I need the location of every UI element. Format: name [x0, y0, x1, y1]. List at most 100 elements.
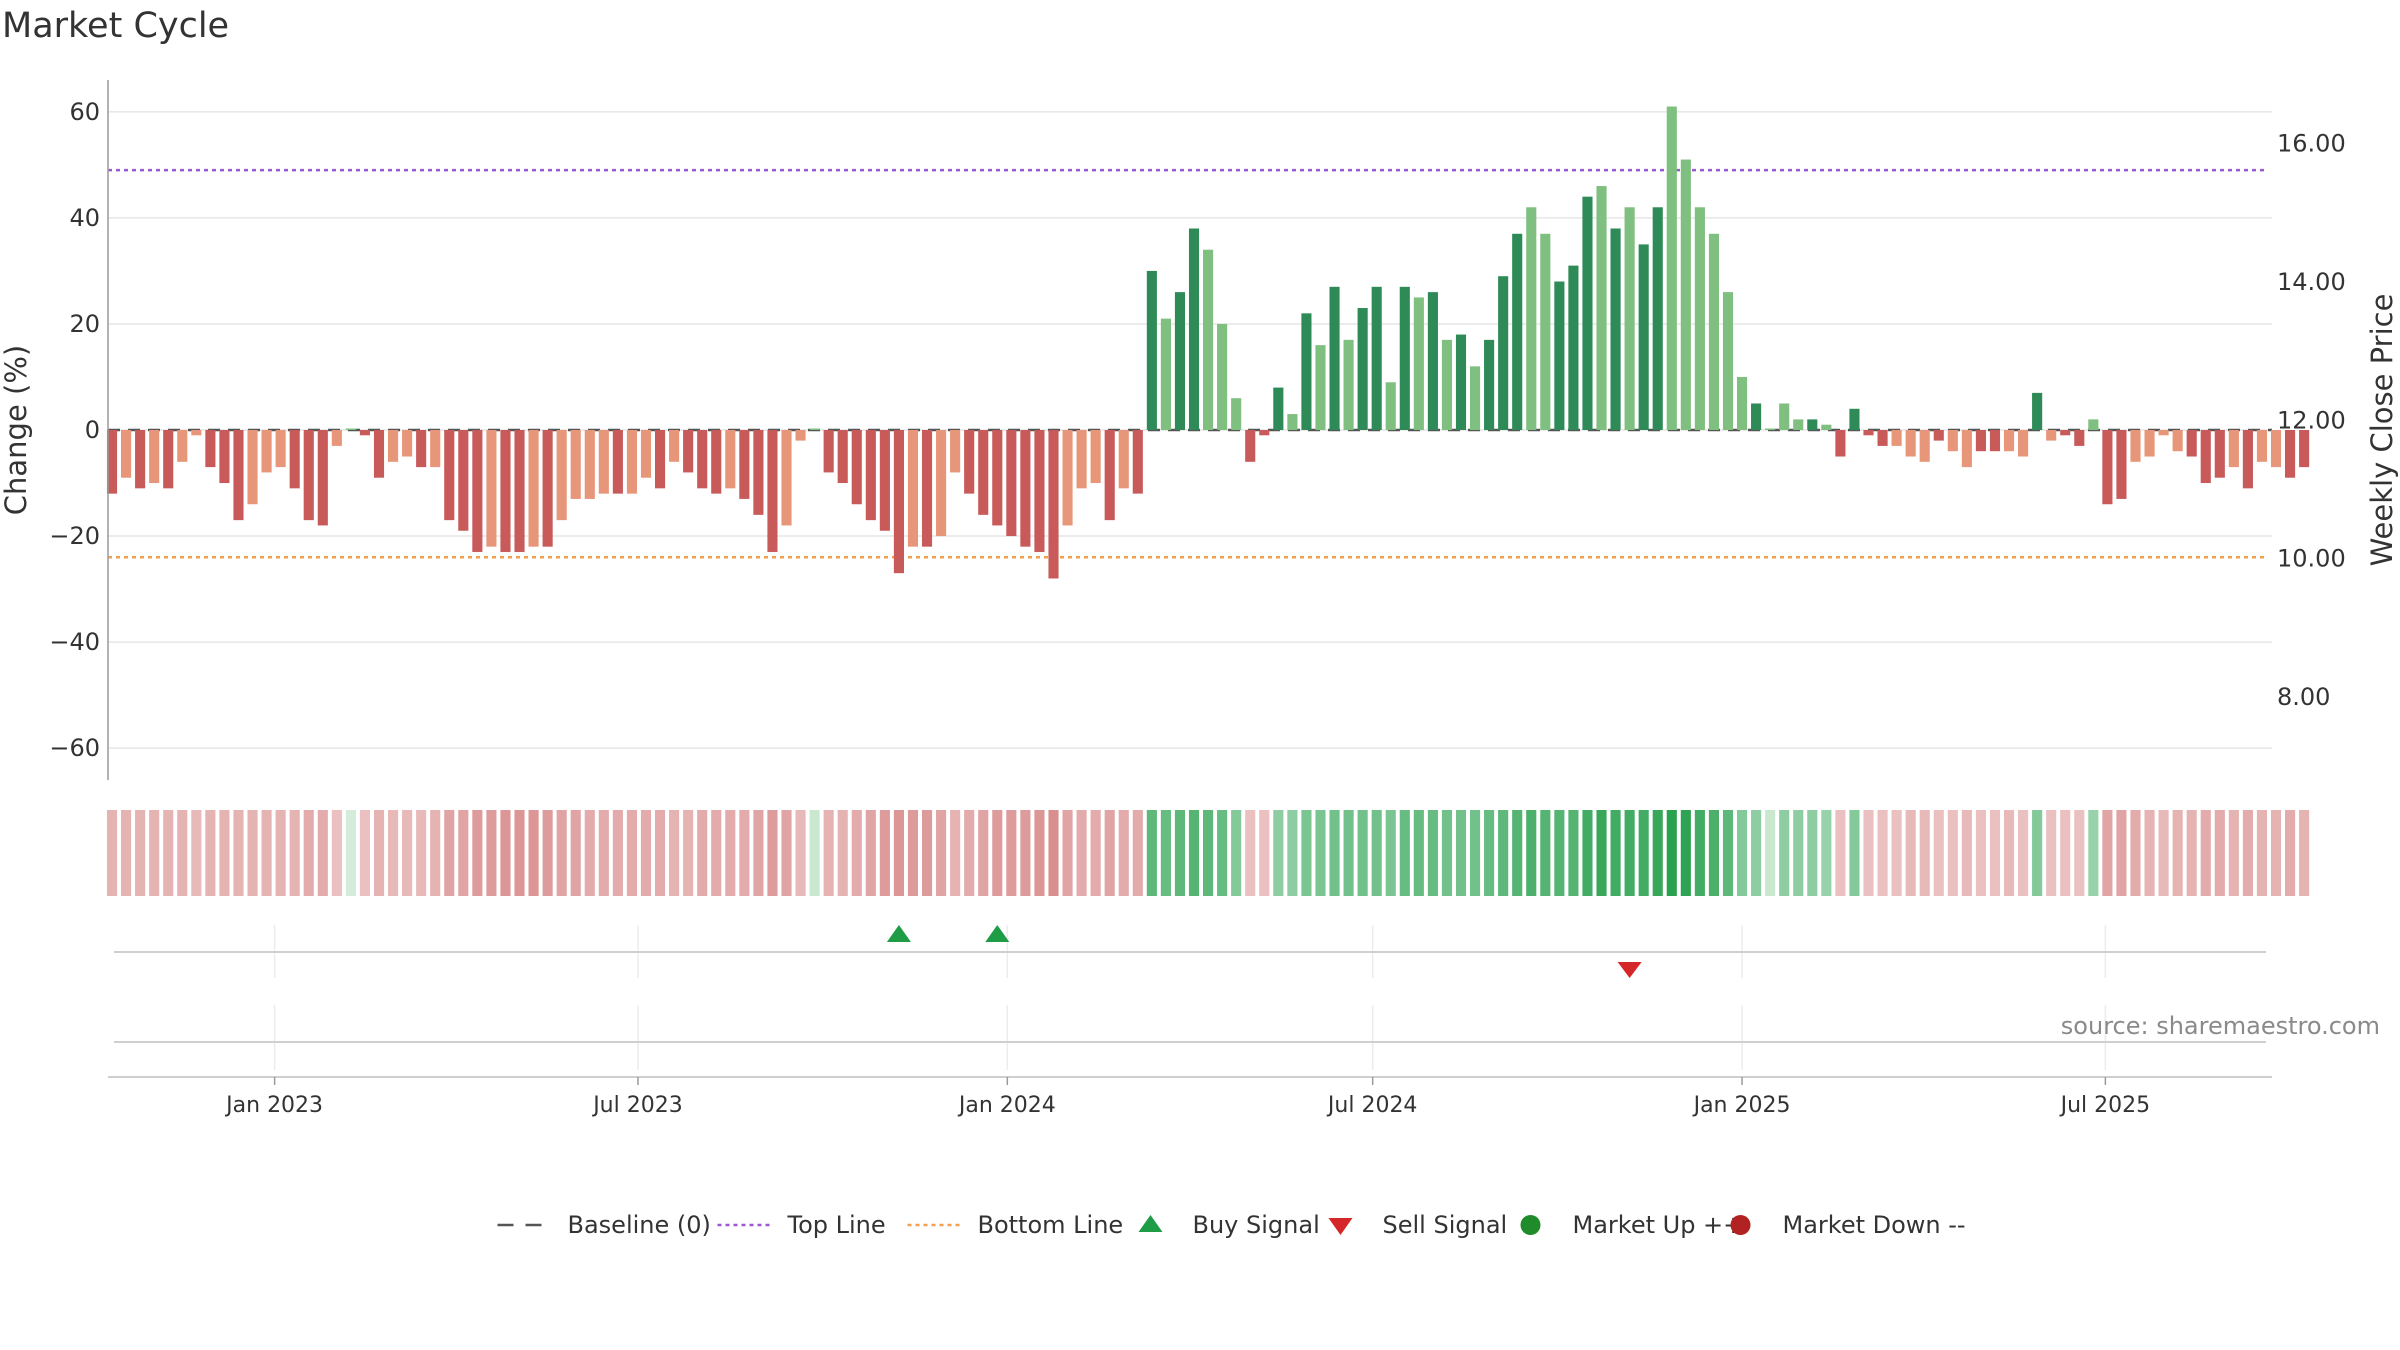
bar [303, 430, 314, 521]
bar [1919, 430, 1930, 462]
bar [444, 430, 455, 521]
bar [1455, 334, 1467, 430]
heat-cell [2018, 810, 2029, 896]
heat-cell [261, 810, 272, 896]
bar [1399, 286, 1410, 430]
y-tick-label: −20 [49, 522, 100, 550]
bar [373, 430, 385, 478]
bar [1610, 228, 1621, 430]
x-tick-label: Jul 2025 [2059, 1093, 2151, 1118]
heat-cell [2116, 810, 2127, 896]
sell-signal-marker [1617, 962, 1642, 978]
bar [921, 430, 933, 547]
bar [950, 430, 961, 473]
heat-cell [303, 810, 314, 896]
heat-cell [1807, 810, 1818, 896]
bar [1821, 424, 1832, 430]
bar [1315, 345, 1326, 430]
y2-tick-label: 12.00 [2277, 406, 2346, 434]
heat-cell [2130, 810, 2141, 896]
bar [1638, 244, 1649, 430]
heat-cell [373, 810, 385, 896]
heat-cell [331, 810, 342, 896]
bar [823, 430, 834, 473]
bar [2018, 430, 2029, 457]
heat-cell [387, 810, 399, 896]
y2-tick-label: 14.00 [2277, 268, 2346, 296]
bar [191, 430, 202, 436]
heat-cell [1020, 810, 1031, 896]
heat-cell [1273, 810, 1284, 896]
bar [598, 430, 609, 494]
heat-cell [795, 810, 806, 896]
heat-cell [472, 810, 483, 896]
heat-cell [1413, 810, 1424, 896]
bar [626, 430, 637, 494]
heat-cell [289, 810, 300, 896]
bar [2060, 430, 2071, 436]
legend-marker-circle [1730, 1215, 1751, 1235]
legend-label: Baseline (0) [568, 1211, 711, 1239]
heat-cell [851, 810, 862, 896]
heat-cell [2088, 810, 2099, 896]
heat-cell [1512, 810, 1523, 896]
legend-marker-triangle-down [1328, 1218, 1353, 1235]
heat-cell [2270, 810, 2282, 896]
heat-cell [2186, 810, 2197, 896]
legend-item: Market Down -- [1730, 1211, 1966, 1239]
bar [163, 430, 174, 489]
axes: 60 40 20 0 −20 −40 −60 16.00 14.00 12.00 10.00 8.00 [49, 80, 2346, 780]
bar-series [106, 106, 2310, 579]
heat-cell [1484, 810, 1495, 896]
bar [2228, 430, 2239, 468]
heat-cell [1961, 810, 1972, 896]
heat-cell [1385, 810, 1396, 896]
heat-cell [163, 810, 174, 896]
bar [1146, 270, 1157, 430]
heat-cell [345, 810, 356, 896]
bar [2158, 430, 2169, 436]
bar [359, 430, 371, 436]
bar [1469, 366, 1481, 430]
legend-item: Sell Signal [1328, 1211, 1507, 1239]
heat-cell [1217, 810, 1228, 896]
bar [1329, 286, 1340, 430]
bar [135, 430, 146, 489]
bar [1048, 430, 1059, 579]
bar [1905, 430, 1916, 457]
y-axis-label: Change (%) [0, 345, 33, 515]
heat-cell [1076, 810, 1087, 896]
heat-cell [950, 810, 961, 896]
heat-cell [697, 810, 708, 896]
bar [1006, 430, 1017, 537]
heat-cell [2158, 810, 2169, 896]
bar [1512, 233, 1523, 430]
bar [416, 430, 427, 468]
heat-cell [753, 810, 764, 896]
bar [1666, 106, 1677, 431]
heat-cell [584, 810, 595, 896]
legend-item: Bottom Line [907, 1211, 1123, 1239]
heat-cell [556, 810, 567, 896]
heat-cell [135, 810, 146, 896]
bar [2285, 430, 2296, 478]
bar [331, 430, 342, 446]
heat-cell [1905, 810, 1916, 896]
bar [992, 430, 1003, 526]
bar [1484, 339, 1495, 430]
heat-cell [1919, 810, 1930, 896]
y2-tick-label: 16.00 [2277, 130, 2346, 158]
bar [500, 430, 511, 552]
heat-cell [1779, 810, 1790, 896]
heat-cell [1203, 810, 1214, 896]
heat-cell [767, 810, 778, 896]
y2-axis-label: Weekly Close Price [2365, 294, 2399, 567]
heat-cell [598, 810, 609, 896]
bar [2003, 430, 2015, 452]
heat-cell [1863, 810, 1874, 896]
heat-cell [1638, 810, 1649, 896]
heat-cell [921, 810, 933, 896]
legend-marker-triangle-up [1138, 1215, 1163, 1232]
bar [514, 430, 525, 552]
y-tick-label: 60 [69, 98, 100, 126]
